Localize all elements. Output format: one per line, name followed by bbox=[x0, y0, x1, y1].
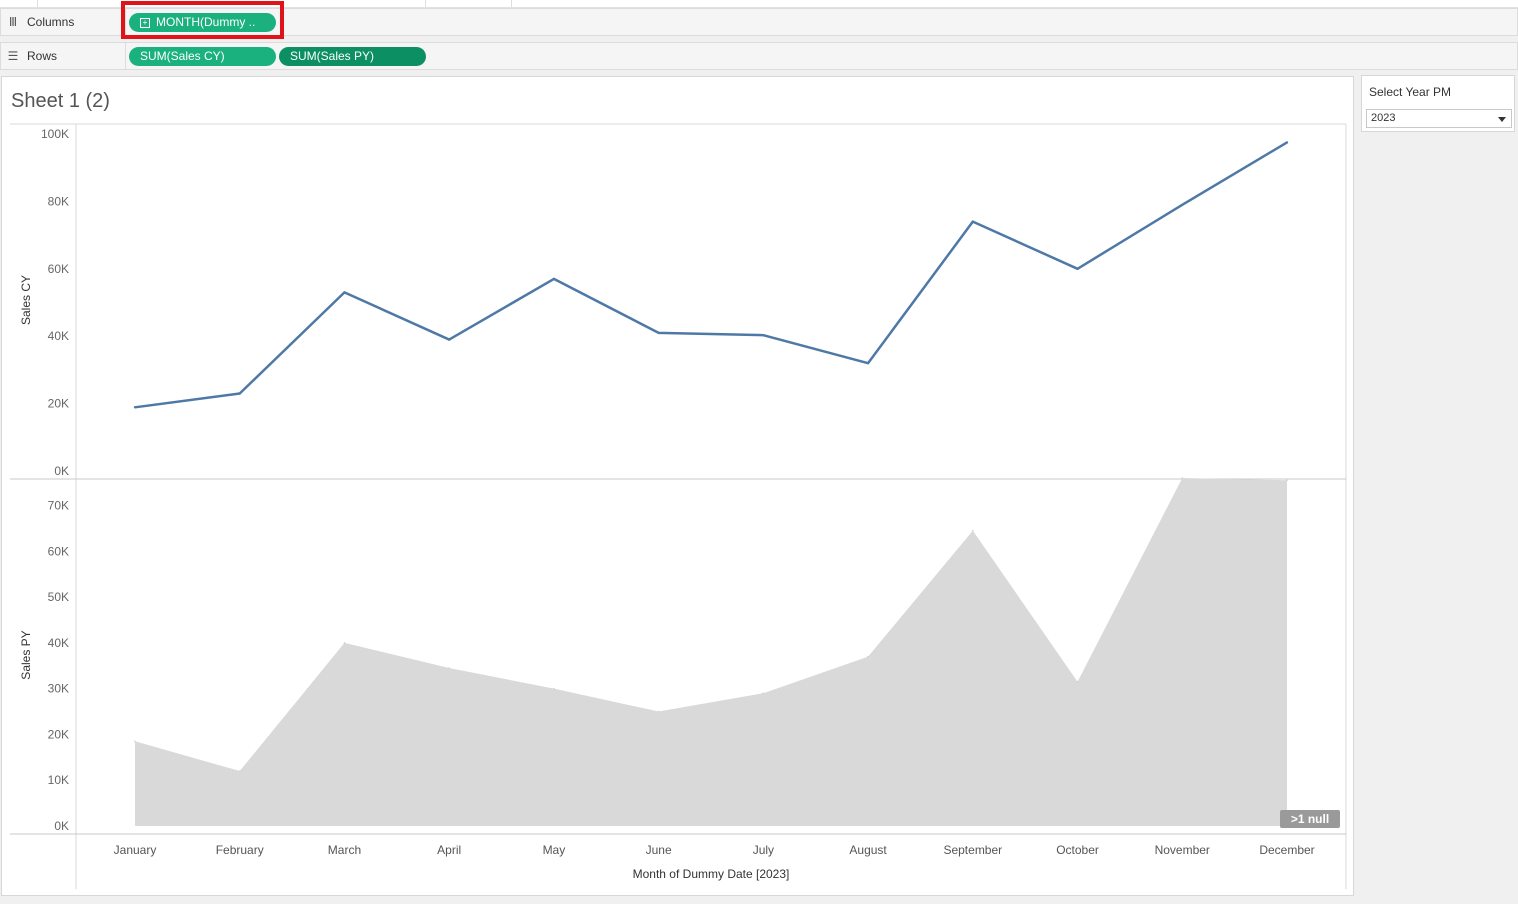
y-tick-label: 30K bbox=[48, 682, 69, 696]
year-filter-card: Select Year PM 2023 bbox=[1361, 75, 1515, 132]
y-tick-label: 20K bbox=[48, 397, 69, 411]
rows-icon: ☰ bbox=[7, 49, 19, 63]
sales-cy-point bbox=[1181, 203, 1184, 206]
x-tick-label: May bbox=[543, 843, 566, 857]
y-tick-label: 0K bbox=[54, 819, 69, 833]
sum-sales-cy-pill[interactable]: SUM(Sales CY) bbox=[129, 47, 276, 66]
sales-cy-line bbox=[134, 141, 1288, 409]
x-axis-title: Month of Dummy Date [2023] bbox=[633, 867, 790, 881]
strip-divider bbox=[425, 0, 426, 7]
sales-cy-point bbox=[762, 333, 765, 337]
x-tick-label: January bbox=[114, 843, 157, 857]
x-tick-label: April bbox=[437, 843, 461, 857]
sales-py-point bbox=[762, 692, 765, 695]
x-tick-label: February bbox=[216, 843, 264, 857]
right-panel bbox=[1355, 133, 1518, 904]
sales-py-point bbox=[1076, 680, 1079, 683]
sales-cy-point bbox=[343, 291, 346, 294]
y-tick-label: 50K bbox=[48, 590, 69, 604]
sales-cy-point bbox=[133, 406, 137, 409]
y-tick-label: 20K bbox=[48, 727, 69, 741]
x-tick-label: December bbox=[1259, 843, 1314, 857]
y-tick-label: 40K bbox=[48, 329, 69, 343]
month-dummy-pill[interactable]: + MONTH(Dummy .. bbox=[129, 13, 276, 32]
strip-divider bbox=[511, 0, 512, 7]
year-dropdown[interactable]: 2023 bbox=[1366, 109, 1512, 128]
sales-py-point bbox=[1286, 479, 1288, 482]
filter-title: Select Year PM bbox=[1369, 85, 1452, 99]
x-tick-label: March bbox=[328, 843, 361, 857]
columns-icon: Ⅲ bbox=[8, 15, 18, 29]
sales-py-point bbox=[343, 642, 346, 644]
sales-py-point bbox=[657, 710, 660, 713]
sum-sales-py-pill[interactable]: SUM(Sales PY) bbox=[279, 47, 426, 66]
sales-py-point bbox=[1181, 477, 1184, 479]
null-indicator-badge[interactable]: >1 null bbox=[1280, 810, 1340, 828]
expand-plus-icon[interactable]: + bbox=[140, 18, 150, 28]
x-tick-label: August bbox=[849, 843, 887, 857]
strip-divider bbox=[37, 0, 38, 7]
x-tick-label: June bbox=[646, 843, 672, 857]
sales-py-point bbox=[972, 529, 974, 532]
x-tick-label: November bbox=[1155, 843, 1210, 857]
rows-label: Rows bbox=[27, 49, 58, 63]
month-dummy-pill-label: MONTH(Dummy .. bbox=[156, 15, 256, 29]
rows-shelf[interactable]: ☰ Rows SUM(Sales CY) SUM(Sales PY) bbox=[0, 42, 1518, 70]
sales-cy-point bbox=[1076, 267, 1079, 270]
x-tick-label: October bbox=[1056, 843, 1099, 857]
y-tick-label: 100K bbox=[41, 127, 69, 141]
sales-py-area bbox=[135, 478, 1287, 826]
y-tick-label: 40K bbox=[48, 636, 69, 650]
x-tick-label: September bbox=[943, 843, 1002, 857]
sales-py-point bbox=[867, 655, 869, 658]
sales-py-point bbox=[238, 770, 241, 772]
y-axis-title: Sales CY bbox=[19, 275, 33, 325]
sales-cy-point bbox=[238, 392, 241, 395]
year-dropdown-value: 2023 bbox=[1371, 112, 1396, 124]
top-strip bbox=[0, 0, 1518, 8]
y-tick-label: 60K bbox=[48, 262, 69, 276]
sales-cy-point bbox=[447, 338, 451, 341]
x-tick-label: July bbox=[753, 843, 774, 857]
y-tick-label: 0K bbox=[54, 464, 69, 478]
sales-cy-point bbox=[657, 331, 660, 335]
y-tick-label: 60K bbox=[48, 544, 69, 558]
rows-shelf-label-area: ☰ Rows bbox=[1, 43, 126, 69]
y-tick-label: 80K bbox=[48, 194, 69, 208]
sales-cy-point bbox=[866, 361, 870, 365]
sales-cy-point bbox=[552, 277, 556, 281]
sales-cy-point bbox=[971, 220, 975, 223]
y-axis-title: Sales PY bbox=[19, 630, 33, 679]
sheet-title: Sheet 1 (2) bbox=[11, 90, 110, 112]
sales-cy-point bbox=[1285, 141, 1289, 144]
sales-py-point bbox=[448, 667, 450, 669]
sales-py-point bbox=[553, 687, 555, 690]
columns-label: Columns bbox=[27, 15, 75, 29]
y-tick-label: 70K bbox=[48, 498, 69, 512]
columns-shelf[interactable]: Ⅲ Columns + MONTH(Dummy .. bbox=[0, 8, 1518, 36]
columns-shelf-label-area: Ⅲ Columns bbox=[1, 9, 126, 35]
y-tick-label: 10K bbox=[48, 773, 69, 787]
chevron-down-icon[interactable] bbox=[1498, 117, 1506, 122]
sales-py-point bbox=[134, 740, 136, 743]
